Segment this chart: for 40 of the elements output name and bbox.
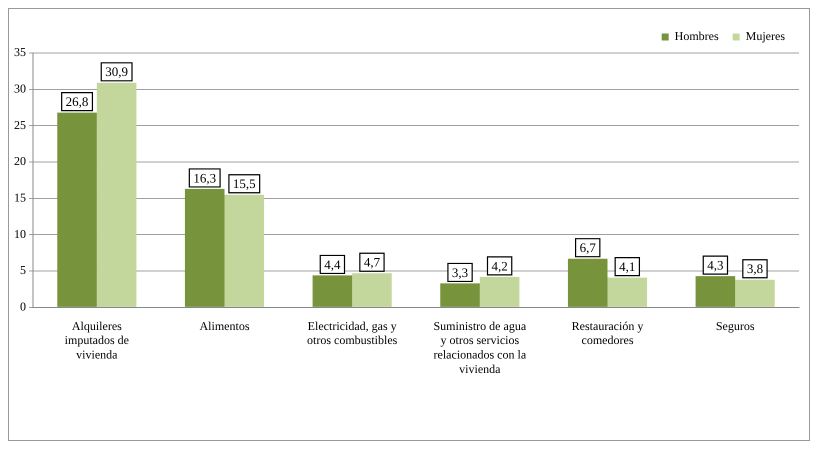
x-tick-label: Seguros [716, 318, 755, 333]
bar [568, 258, 608, 307]
x-tick-label: Suministro de agua y otros servicios relacionados con la vivienda [434, 318, 527, 376]
data-label: 4,7 [364, 254, 381, 270]
data-label: 3,3 [452, 264, 468, 280]
data-label: 4,2 [491, 258, 508, 274]
y-tick-label: 15 [14, 190, 26, 205]
bar [224, 194, 264, 307]
x-tick-label: Restauración y comedores [572, 318, 644, 348]
bar [608, 278, 648, 307]
y-tick-label: 35 [14, 45, 26, 60]
x-tick-label: Alquileres imputados de vivienda [64, 318, 129, 362]
y-tick-label: 5 [20, 263, 26, 278]
data-label: 4,3 [707, 258, 724, 273]
data-label: 15,5 [232, 176, 256, 192]
data-label: 3,8 [746, 261, 764, 276]
bar [312, 275, 352, 307]
x-tick-label: Electricidad, gas y otros combustibles [307, 318, 398, 348]
data-label: 6,7 [580, 240, 596, 256]
bar [352, 273, 392, 307]
y-tick-label: 0 [20, 300, 26, 314]
data-label: 26,8 [66, 94, 88, 110]
data-label: 30,9 [105, 64, 128, 80]
legend-label: Hombres [674, 29, 720, 44]
bar [57, 112, 97, 307]
legend-label: Mujeres [746, 29, 786, 44]
y-tick-label: 10 [14, 226, 26, 241]
bar [96, 82, 136, 307]
bar [480, 276, 520, 307]
data-label: 16,3 [193, 170, 216, 186]
bar [440, 283, 480, 307]
bar [696, 276, 736, 307]
data-label: 4,1 [619, 259, 636, 274]
y-tick-label: 20 [14, 154, 26, 168]
bar [184, 188, 224, 307]
x-tick-label: Alimentos [200, 318, 250, 333]
data-label: 4,4 [324, 256, 342, 272]
bar [735, 280, 775, 307]
y-tick-label: 25 [14, 118, 26, 132]
y-tick-label: 30 [14, 82, 26, 96]
